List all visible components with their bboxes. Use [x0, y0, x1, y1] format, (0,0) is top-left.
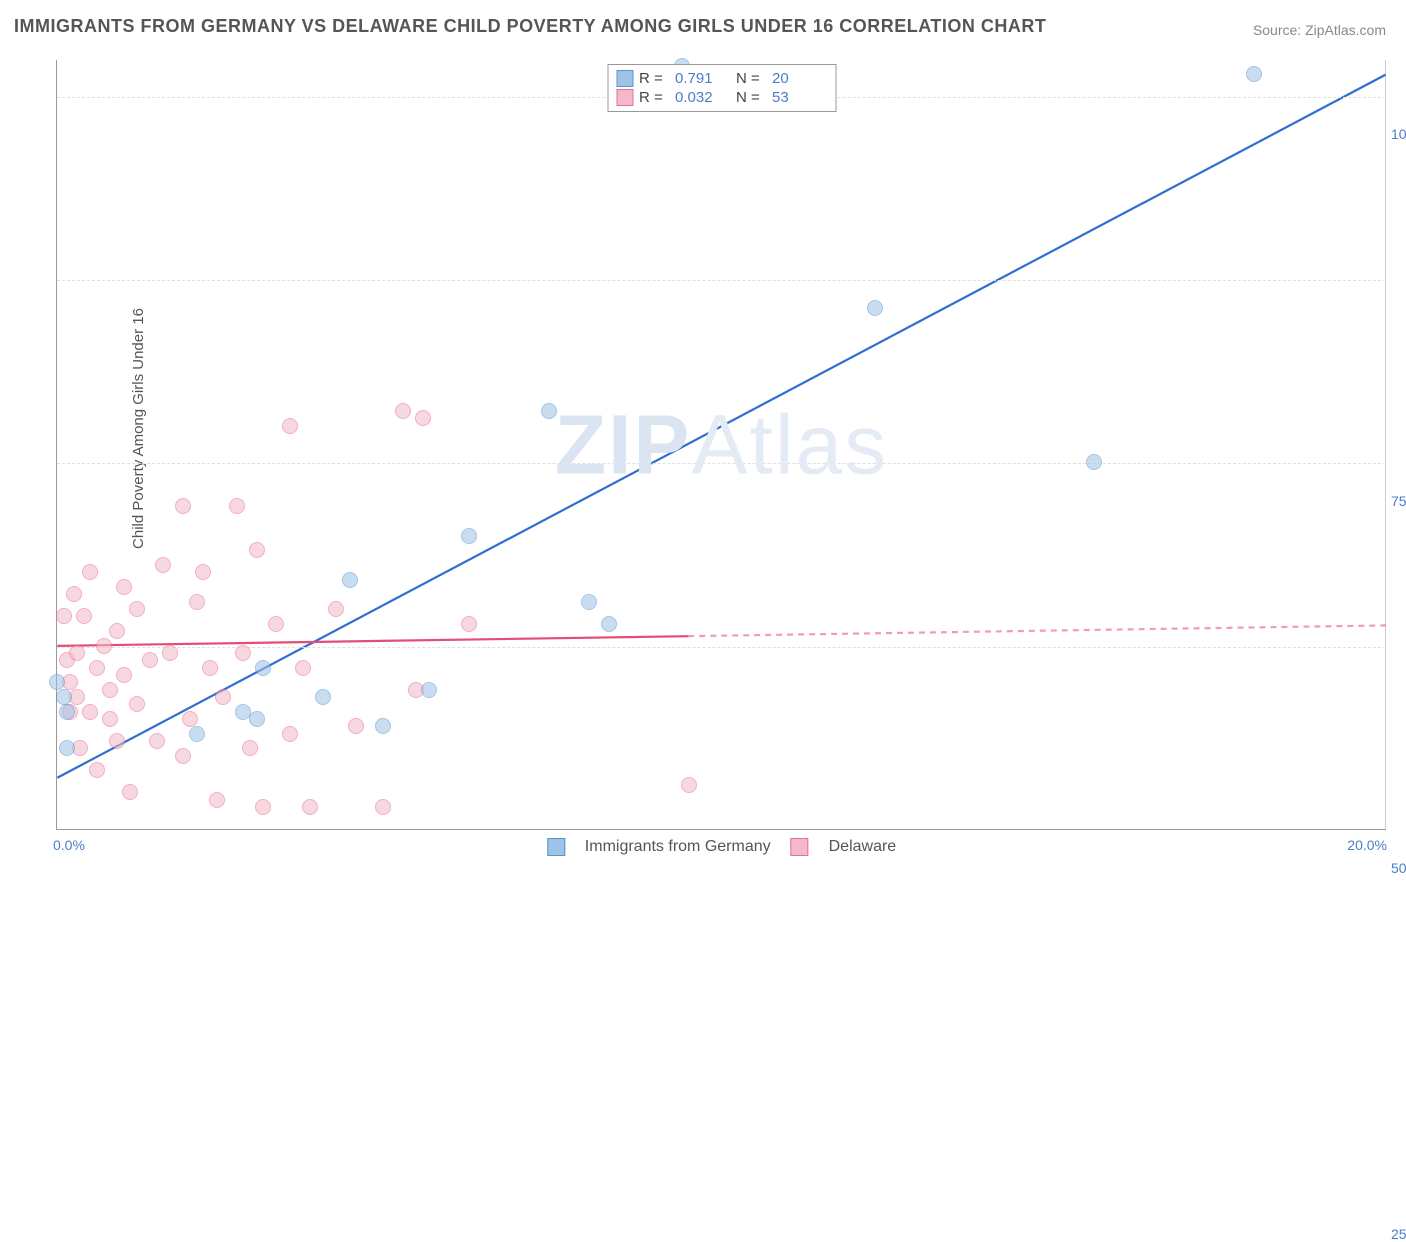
scatter-point[interactable] [342, 572, 358, 588]
scatter-point[interactable] [175, 498, 191, 514]
scatter-point[interactable] [102, 682, 118, 698]
scatter-point[interactable] [229, 498, 245, 514]
legend-stat-value: 53 [772, 89, 827, 106]
scatter-point[interactable] [268, 616, 284, 632]
legend-row: R = 0.791 N = 20 [616, 69, 827, 88]
scatter-point[interactable] [421, 682, 437, 698]
series-legend: Immigrants from Germany Delaware [539, 838, 904, 856]
scatter-point[interactable] [189, 726, 205, 742]
scatter-point[interactable] [242, 740, 258, 756]
scatter-point[interactable] [59, 740, 75, 756]
scatter-point[interactable] [96, 638, 112, 654]
scatter-point[interactable] [189, 594, 205, 610]
chart-right-border [1385, 60, 1386, 829]
scatter-point[interactable] [302, 799, 318, 815]
gridline: 75.0% [57, 280, 1386, 281]
scatter-point[interactable] [255, 799, 271, 815]
scatter-point[interactable] [82, 704, 98, 720]
scatter-point[interactable] [282, 726, 298, 742]
scatter-point[interactable] [129, 601, 145, 617]
scatter-point[interactable] [282, 418, 298, 434]
scatter-point[interactable] [328, 601, 344, 617]
scatter-point[interactable] [122, 784, 138, 800]
scatter-point[interactable] [109, 733, 125, 749]
legend-swatch [547, 838, 565, 856]
scatter-point[interactable] [109, 623, 125, 639]
page-title: IMMIGRANTS FROM GERMANY VS DELAWARE CHIL… [14, 16, 1046, 37]
scatter-point[interactable] [182, 711, 198, 727]
scatter-point[interactable] [1086, 454, 1102, 470]
watermark-thin: Atlas [691, 397, 888, 491]
legend-stat-value: 0.791 [675, 70, 730, 87]
scatter-point[interactable] [249, 542, 265, 558]
watermark: ZIPAtlas [555, 396, 888, 493]
scatter-point[interactable] [162, 645, 178, 661]
scatter-point[interactable] [461, 616, 477, 632]
scatter-point[interactable] [235, 645, 251, 661]
x-tick-label: 0.0% [53, 837, 85, 853]
scatter-point[interactable] [1246, 66, 1262, 82]
scatter-point[interactable] [295, 660, 311, 676]
scatter-point[interactable] [49, 674, 65, 690]
scatter-point[interactable] [82, 564, 98, 580]
scatter-point[interactable] [255, 660, 271, 676]
y-tick-label: 50.0% [1391, 860, 1406, 876]
legend-stat-value: 20 [772, 70, 827, 87]
gridline: 50.0% [57, 463, 1386, 464]
scatter-point[interactable] [155, 557, 171, 573]
x-tick-label: 20.0% [1347, 837, 1387, 853]
scatter-point[interactable] [249, 711, 265, 727]
scatter-point[interactable] [601, 616, 617, 632]
legend-stat-label: N = [736, 89, 766, 106]
scatter-point[interactable] [867, 300, 883, 316]
legend-series-label: Immigrants from Germany [585, 838, 771, 856]
scatter-point[interactable] [116, 667, 132, 683]
scatter-point[interactable] [395, 403, 411, 419]
scatter-point[interactable] [149, 733, 165, 749]
legend-swatch [791, 838, 809, 856]
correlation-legend: R = 0.791 N = 20 R = 0.032 N = 53 [607, 64, 836, 112]
scatter-point[interactable] [375, 799, 391, 815]
gridline: 25.0% [57, 647, 1386, 648]
scatter-point[interactable] [461, 528, 477, 544]
legend-row: R = 0.032 N = 53 [616, 88, 827, 107]
scatter-point[interactable] [215, 689, 231, 705]
scatter-point[interactable] [195, 564, 211, 580]
scatter-point[interactable] [59, 704, 75, 720]
legend-stat-label: R = [639, 89, 669, 106]
scatter-point[interactable] [581, 594, 597, 610]
source-label: Source: ZipAtlas.com [1253, 22, 1386, 38]
scatter-point[interactable] [348, 718, 364, 734]
legend-series-label: Delaware [829, 838, 897, 856]
scatter-point[interactable] [89, 762, 105, 778]
legend-swatch [616, 70, 633, 87]
scatter-point[interactable] [69, 645, 85, 661]
y-tick-label: 100.0% [1391, 126, 1406, 142]
scatter-point[interactable] [175, 748, 191, 764]
scatter-point[interactable] [89, 660, 105, 676]
scatter-point[interactable] [415, 410, 431, 426]
y-tick-label: 75.0% [1391, 493, 1406, 509]
watermark-bold: ZIP [555, 397, 692, 491]
scatter-point[interactable] [375, 718, 391, 734]
legend-swatch [616, 89, 633, 106]
scatter-point[interactable] [129, 696, 145, 712]
legend-stat-label: N = [736, 70, 766, 87]
scatter-point[interactable] [541, 403, 557, 419]
scatter-point[interactable] [116, 579, 132, 595]
scatter-point[interactable] [209, 792, 225, 808]
scatter-point[interactable] [56, 689, 72, 705]
scatter-point[interactable] [315, 689, 331, 705]
scatter-point[interactable] [56, 608, 72, 624]
scatter-point[interactable] [202, 660, 218, 676]
legend-stat-label: R = [639, 70, 669, 87]
scatter-point[interactable] [142, 652, 158, 668]
legend-stat-value: 0.032 [675, 89, 730, 106]
scatter-point[interactable] [681, 777, 697, 793]
scatter-point[interactable] [76, 608, 92, 624]
scatter-point[interactable] [66, 586, 82, 602]
chart-plot-area: ZIPAtlas 25.0%50.0%75.0%100.0%0.0%20.0%R… [56, 60, 1386, 830]
scatter-point[interactable] [102, 711, 118, 727]
y-tick-label: 25.0% [1391, 1226, 1406, 1242]
